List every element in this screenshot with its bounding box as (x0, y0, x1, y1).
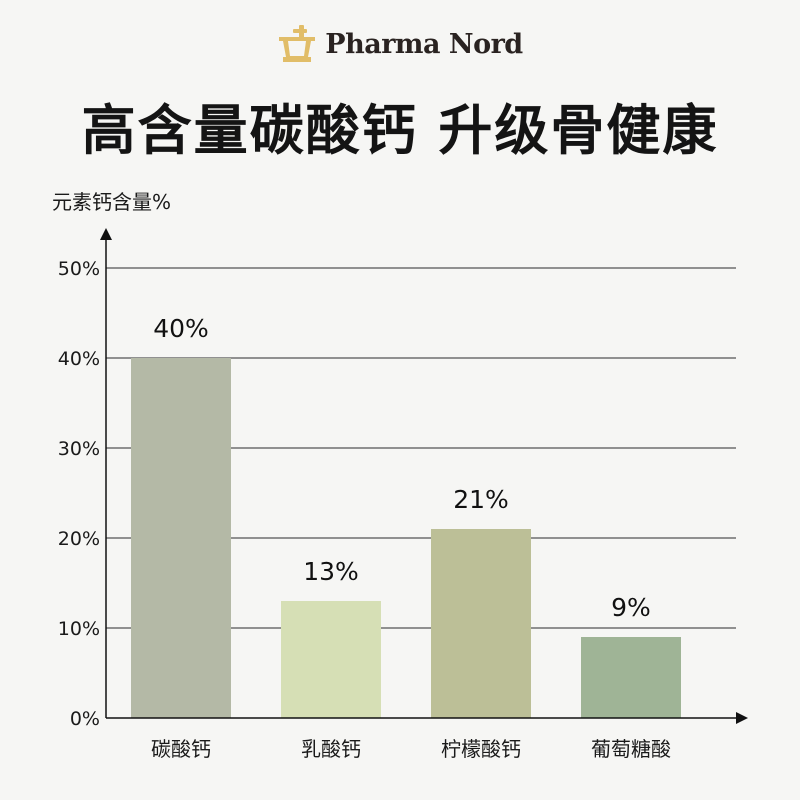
x-category-label: 碳酸钙 (151, 737, 211, 761)
headline: 高含量碳酸钙 升级骨健康 (81, 99, 719, 162)
y-tick-label: 50% (58, 258, 100, 280)
bar (581, 637, 681, 718)
bar-value-label: 9% (611, 593, 651, 622)
bar-value-label: 40% (153, 314, 209, 343)
y-tick-label: 30% (58, 438, 100, 460)
bar (131, 358, 231, 718)
y-tick-label: 0% (70, 708, 100, 730)
y-tick-label: 40% (58, 348, 100, 370)
mortar-pestle-icon (279, 25, 316, 62)
y-tick-label: 20% (58, 528, 100, 550)
y-axis-label: 元素钙含量% (52, 190, 172, 214)
y-axis-arrow (100, 228, 112, 240)
bar (431, 529, 531, 718)
bar-value-label: 21% (453, 485, 509, 514)
x-category-label: 葡萄糖酸 (591, 737, 671, 761)
x-category-label: 乳酸钙 (301, 737, 361, 761)
y-tick-label: 10% (58, 618, 100, 640)
bar-value-label: 13% (303, 557, 359, 586)
x-axis-arrow (736, 712, 748, 724)
brand-name: Pharma Nord (325, 28, 523, 60)
bar (281, 601, 381, 718)
brand-header: Pharma Nord (0, 24, 800, 64)
x-category-label: 柠檬酸钙 (441, 737, 521, 761)
